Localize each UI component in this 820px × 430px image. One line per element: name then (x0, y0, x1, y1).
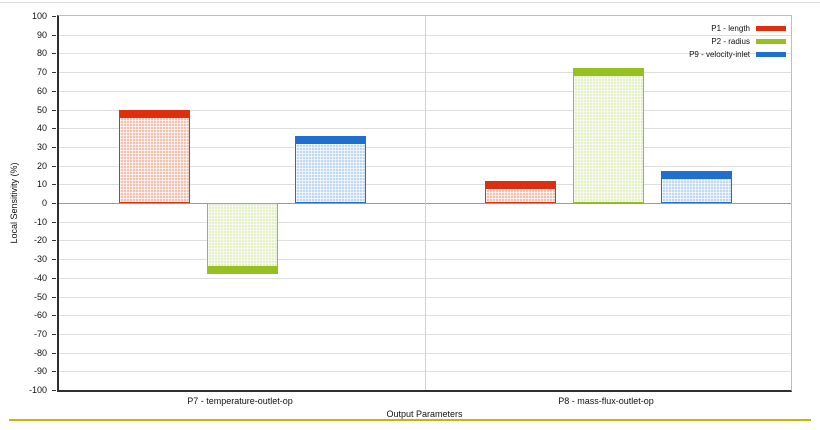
legend: P1 - length P2 - radius P9 - velocity-inle… (689, 24, 786, 59)
legend-swatch (756, 26, 786, 31)
bar-cap (119, 110, 189, 118)
bar-cap (573, 69, 643, 77)
y-tick-mark (52, 128, 56, 130)
y-tick-mark (52, 296, 56, 298)
y-tick-label: -100 (28, 385, 47, 395)
bar-p2-radius-cat1 (206, 203, 278, 275)
y-tick-mark (52, 165, 56, 167)
legend-label: P9 - velocity-inlet (689, 50, 750, 59)
y-tick-label: -30 (33, 254, 47, 265)
y-tick-mark (52, 390, 56, 391)
y-tick-label: -90 (33, 366, 47, 377)
x-axis-title: Output Parameters (386, 409, 463, 419)
bar-cap (661, 172, 731, 180)
legend-label: P1 - length (711, 24, 750, 33)
bar-p2-radius-cat2 (572, 68, 644, 203)
y-tick-label: -40 (33, 272, 47, 283)
y-tick-mark (52, 277, 56, 279)
y-tick-label: 40 (36, 123, 47, 134)
y-tick-label: 50 (36, 104, 47, 115)
y-tick-mark (52, 16, 56, 17)
bar-cap (295, 136, 365, 144)
y-tick-mark (52, 53, 56, 55)
y-tick-mark (52, 315, 56, 317)
legend-item: P2 - radius (689, 37, 786, 46)
y-tick-mark (52, 146, 56, 148)
y-tick-mark (52, 371, 56, 373)
y-tick-label: 80 (36, 48, 47, 59)
y-tick-label: -50 (33, 291, 47, 302)
y-tick-mark (52, 240, 56, 242)
y-tick-label: -20 (33, 235, 47, 246)
y-tick-mark (52, 203, 56, 204)
y-tick-mark (52, 34, 56, 36)
y-tick-label: 0 (41, 198, 47, 208)
plot-area (57, 15, 792, 392)
legend-item: P9 - velocity-inlet (689, 50, 786, 59)
y-tick-mark (52, 109, 56, 111)
y-tick-mark (52, 333, 56, 335)
bar-p9-velocity-inlet-cat1 (294, 135, 366, 203)
bar-cap (485, 181, 555, 189)
bottom-separator (9, 419, 811, 421)
y-tick-label: 20 (36, 160, 47, 171)
y-tick-mark (52, 90, 56, 92)
legend-swatch (756, 52, 786, 57)
y-tick-mark (52, 221, 56, 223)
bar-p1-length-cat1 (118, 109, 190, 203)
y-tick-label: 100 (31, 11, 47, 21)
bar-cap (207, 266, 277, 274)
legend-item: P1 - length (689, 24, 786, 33)
y-tick-mark (52, 352, 56, 354)
category-divider (425, 16, 426, 390)
y-tick-label: 70 (36, 67, 47, 78)
y-tick-label: 60 (36, 85, 47, 96)
bar-p9-velocity-inlet-cat2 (660, 171, 732, 203)
x-category-label: P8 - mass-flux-outlet-op (558, 396, 654, 406)
y-tick-mark (52, 72, 56, 74)
legend-label: P2 - radius (711, 37, 750, 46)
y-tick-label: 90 (36, 29, 47, 40)
y-tick-label: -60 (33, 310, 47, 321)
y-tick-label: 10 (36, 179, 47, 190)
y-tick-label: -10 (33, 216, 47, 227)
y-tick-label: -80 (33, 347, 47, 358)
y-tick-mark (52, 184, 56, 186)
y-tick-label: 30 (36, 141, 47, 152)
legend-swatch (756, 39, 786, 44)
x-category-label: P7 - temperature-outlet-op (187, 396, 293, 406)
y-tick-label: -70 (33, 328, 47, 339)
y-axis: -100 -90 -80 -70 -60 -50 -40 -30 -20 -10 0 10 20 30 40… (0, 0, 57, 430)
y-tick-mark (52, 259, 56, 261)
top-separator (0, 2, 820, 3)
bar-p1-length-cat2 (484, 180, 556, 203)
